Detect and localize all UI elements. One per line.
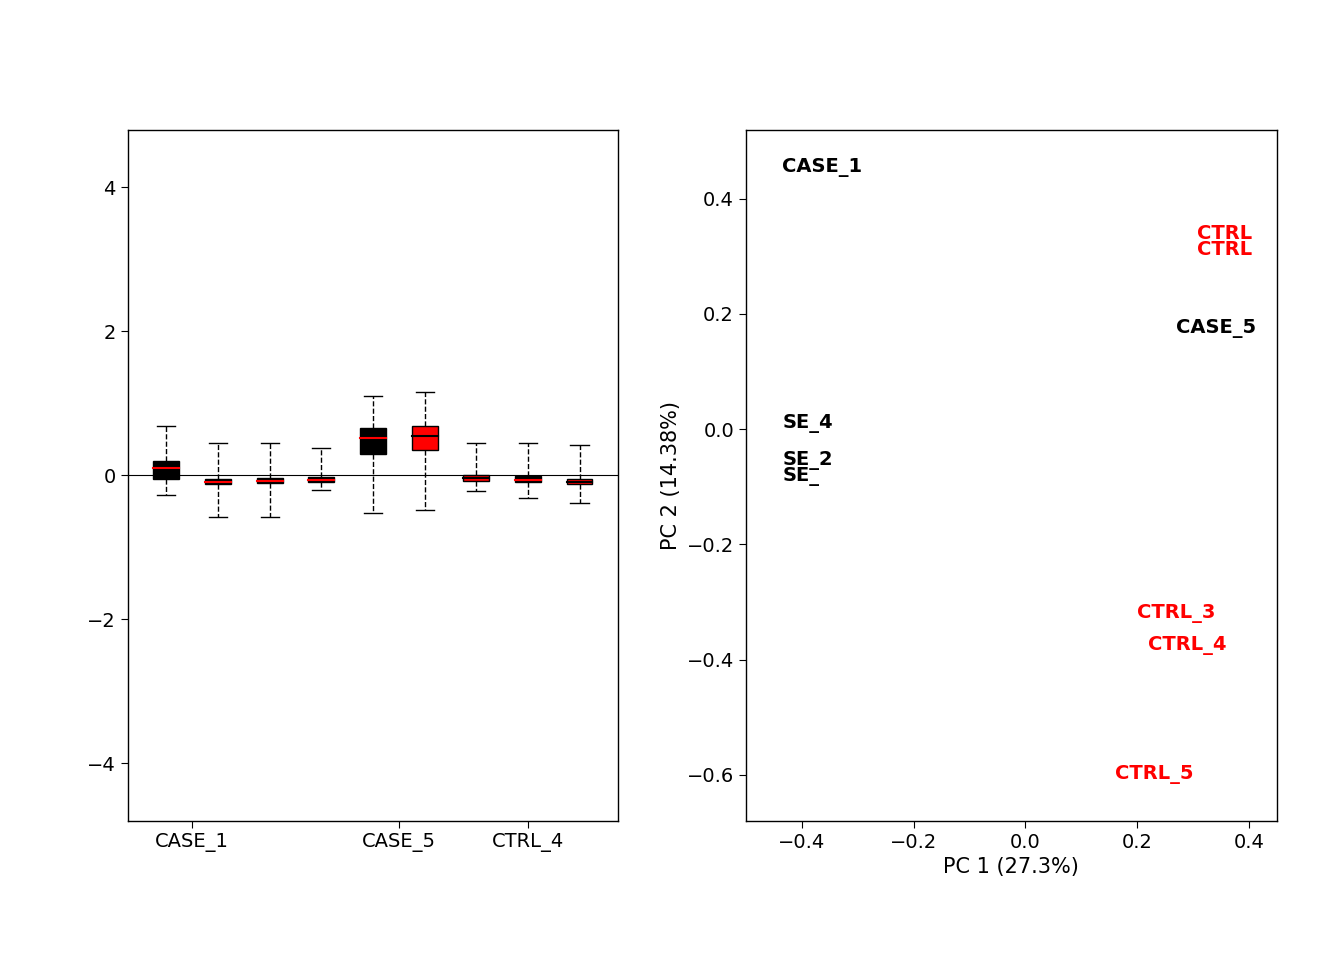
Text: SE_4: SE_4 — [782, 414, 833, 433]
Y-axis label: PC 2 (14.38%): PC 2 (14.38%) — [661, 400, 681, 550]
Bar — [206, 479, 231, 484]
X-axis label: PC 1 (27.3%): PC 1 (27.3%) — [943, 857, 1079, 877]
Text: SE_: SE_ — [782, 467, 820, 486]
Bar — [308, 476, 335, 482]
Text: CTRL_4: CTRL_4 — [1148, 636, 1227, 655]
Text: CTRL_5: CTRL_5 — [1114, 765, 1193, 784]
Text: CTRL: CTRL — [1196, 224, 1251, 243]
Bar — [153, 461, 179, 479]
Text: SE_2: SE_2 — [782, 451, 833, 470]
Bar — [257, 478, 282, 483]
Text: CASE_1: CASE_1 — [782, 157, 863, 177]
Text: CTRL: CTRL — [1196, 240, 1251, 259]
Text: CTRL_3: CTRL_3 — [1137, 604, 1215, 623]
Bar — [567, 479, 593, 484]
Bar — [464, 475, 489, 481]
Bar — [360, 428, 386, 453]
Text: CASE_5: CASE_5 — [1176, 319, 1257, 338]
Bar — [411, 426, 438, 450]
Bar — [515, 476, 540, 482]
